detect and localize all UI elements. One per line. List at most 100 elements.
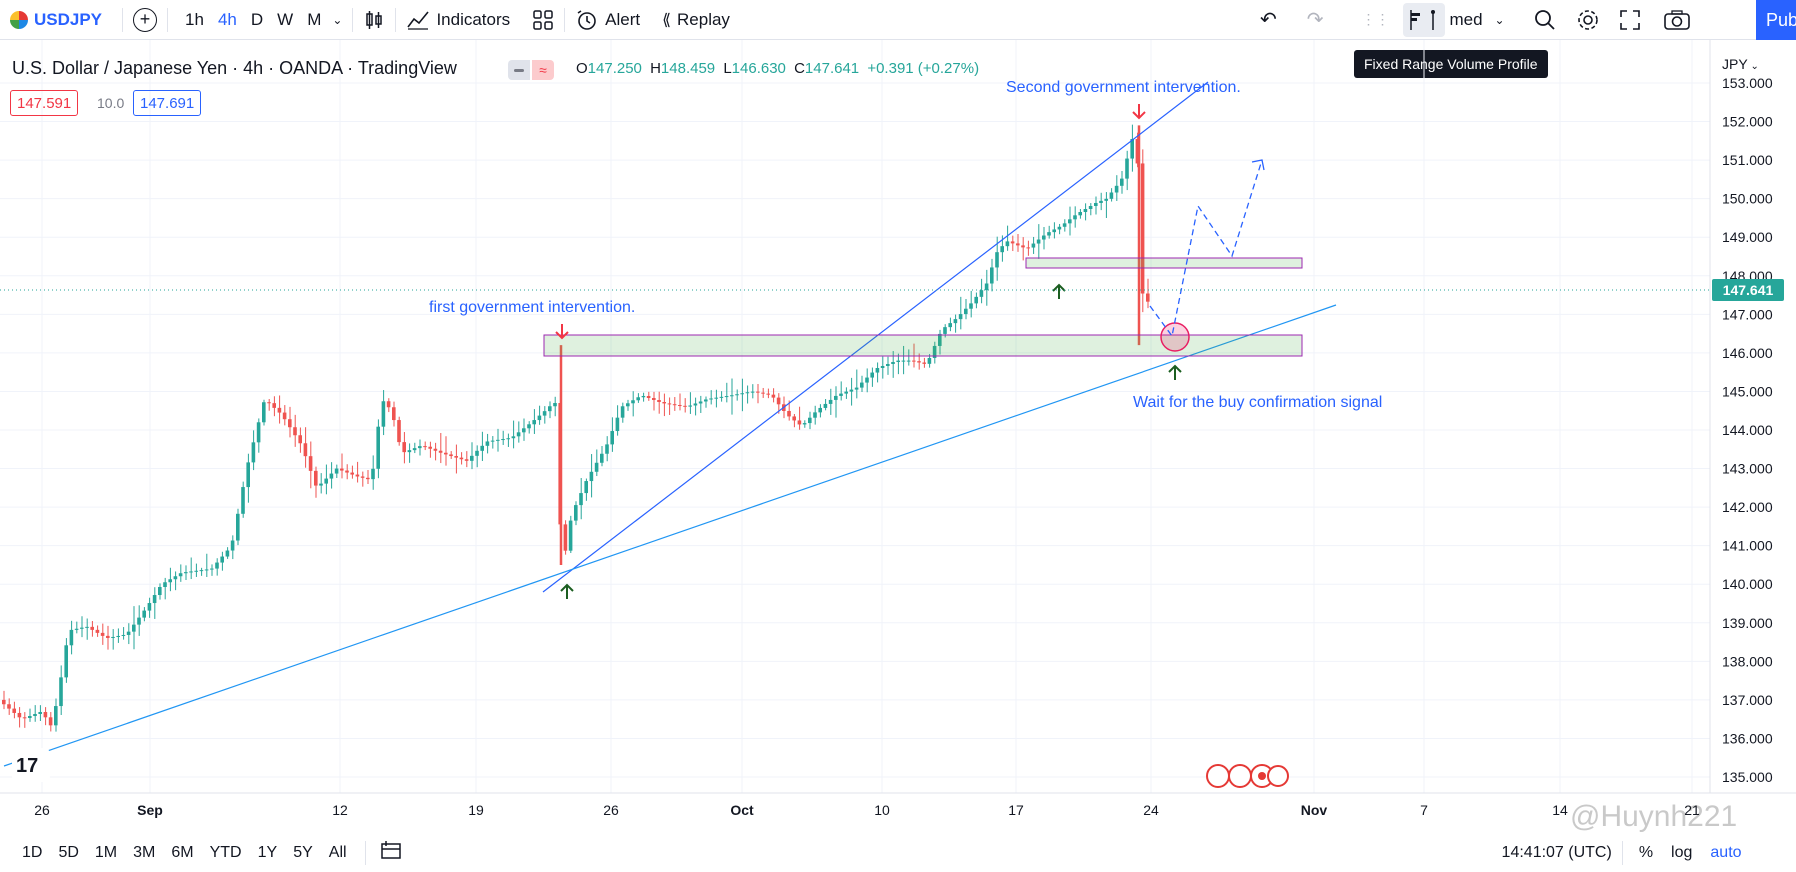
replay-button[interactable]: ⟪ Replay <box>662 0 730 40</box>
range-5d[interactable]: 5D <box>58 843 79 861</box>
price-tick-label: 147.000 <box>1722 306 1773 322</box>
candle-body <box>475 450 479 456</box>
symbol-search[interactable]: USDJPY <box>10 0 102 40</box>
timeframe-w[interactable]: W <box>277 9 294 29</box>
search-button[interactable] <box>1533 0 1557 40</box>
candle-body <box>28 716 32 719</box>
support-zone[interactable] <box>543 334 1303 357</box>
range-1y[interactable]: 1Y <box>257 843 278 861</box>
event-icon[interactable] <box>1267 765 1289 787</box>
redo-button[interactable]: ↷ <box>1307 0 1324 40</box>
price-axis[interactable]: 135.000 136.000 137.000 138.000 139.000 140.0… <box>1709 40 1796 793</box>
publish-button[interactable]: Publish <box>1756 0 1796 40</box>
timeframe-4h[interactable]: 4h <box>217 9 237 29</box>
time-tick-label: 26 <box>34 802 50 818</box>
candle-body <box>1036 239 1041 244</box>
price-tick-label: 149.000 <box>1722 229 1773 245</box>
candle-body <box>449 454 453 457</box>
alert-button[interactable]: Alert <box>575 0 640 40</box>
layout-name[interactable]: med ⌄ <box>1449 0 1504 40</box>
spread-value: 10.0 <box>97 95 125 111</box>
economic-events[interactable] <box>1206 764 1289 788</box>
chart-legend-title[interactable]: U.S. Dollar / Japanese Yen · 4h · OANDA … <box>12 58 457 78</box>
price-tick-label: 142.000 <box>1722 499 1773 515</box>
candle-body <box>797 420 802 425</box>
candle-body <box>1016 243 1020 246</box>
candle-body <box>12 708 16 713</box>
projection-path[interactable] <box>1149 159 1263 338</box>
upper-trendline[interactable] <box>542 81 1209 593</box>
candles-icon <box>366 10 383 29</box>
price-chart[interactable]: first government intervention. Second go… <box>0 40 1796 833</box>
auto-toggle[interactable]: auto <box>1710 843 1742 861</box>
range-5y[interactable]: 5Y <box>293 843 313 861</box>
layouts-button[interactable] <box>532 0 554 40</box>
timeframe-m[interactable]: M <box>307 9 322 29</box>
buy-circle[interactable] <box>1160 322 1190 352</box>
range-1d[interactable]: 1D <box>22 843 43 861</box>
timeframe-d[interactable]: D <box>250 9 264 29</box>
candles <box>2 124 1150 732</box>
lower-trendline[interactable] <box>3 304 1337 767</box>
resistance-zone[interactable] <box>1025 257 1303 269</box>
us-flag-icon[interactable] <box>1206 764 1230 788</box>
candle-body <box>719 396 724 398</box>
chart-type-button[interactable] <box>363 0 385 40</box>
candle-body <box>438 450 443 453</box>
utc-clock[interactable]: 14:41:07 (UTC) <box>1501 843 1612 861</box>
time-axis[interactable]: 26 Sep 12 19 26 Oct 10 17 24 Nov 7 14 21 <box>0 792 1796 833</box>
candle-body <box>17 712 22 718</box>
candle-body <box>948 323 952 328</box>
candle-body <box>537 415 542 421</box>
candle-body <box>1125 158 1129 179</box>
legend-toggle[interactable]: ≈ <box>508 60 556 80</box>
range-ytd[interactable]: YTD <box>209 843 242 861</box>
candle-body <box>1099 200 1103 203</box>
volume-profile-button[interactable] <box>1403 2 1446 37</box>
candle-body <box>932 345 937 358</box>
candle-body <box>527 424 531 429</box>
time-tick-label: 19 <box>468 802 484 818</box>
us-flag-icon[interactable] <box>1228 764 1252 788</box>
ask-button[interactable]: 147.691 <box>133 90 202 116</box>
range-1m[interactable]: 1M <box>94 843 118 861</box>
second-intervention-note[interactable]: Second government intervention. <box>1006 79 1241 96</box>
tooltip: Fixed Range Volume Profile <box>1354 50 1548 78</box>
candle-body <box>397 420 401 443</box>
snapshot-button[interactable] <box>1663 0 1691 40</box>
time-tick-label: 24 <box>1143 802 1159 818</box>
fullscreen-button[interactable] <box>1619 0 1641 40</box>
range-3m[interactable]: 3M <box>133 843 156 861</box>
timeframe-1h[interactable]: 1h <box>185 9 204 29</box>
candle-body <box>142 610 146 618</box>
first-intervention-note[interactable]: first government intervention. <box>429 299 635 316</box>
settings-button[interactable] <box>1575 0 1601 40</box>
candle-body <box>324 478 328 484</box>
indicators-button[interactable]: Indicators <box>406 0 510 40</box>
candle-body <box>199 570 204 572</box>
goto-date-button[interactable] <box>380 840 402 865</box>
candle-body <box>906 360 911 362</box>
drag-handle[interactable]: ⋮⋮ <box>1361 0 1389 40</box>
candle-body <box>48 717 53 726</box>
undo-button[interactable]: ↶ <box>1260 0 1277 40</box>
candle-body <box>1000 246 1004 253</box>
candle-body <box>886 363 890 366</box>
wait-signal-note[interactable]: Wait for the buy confirmation signal <box>1133 394 1382 411</box>
candle-body <box>698 401 703 404</box>
range-all[interactable]: All <box>328 843 347 861</box>
candle-body <box>761 392 765 394</box>
candle-body <box>724 396 729 398</box>
currency-selector[interactable]: JPY ⌄ <box>1722 56 1759 72</box>
range-6m[interactable]: 6M <box>171 843 194 861</box>
log-toggle[interactable]: log <box>1671 843 1693 861</box>
drawings[interactable]: first government intervention. Second go… <box>3 79 1382 767</box>
tradingview-logo-icon[interactable]: 17 <box>12 748 50 782</box>
percent-toggle[interactable]: % <box>1638 843 1654 861</box>
candle-body <box>620 406 625 418</box>
timeframe-dropdown[interactable]: ⌄ <box>332 0 342 40</box>
rewind-icon: ⟪ <box>662 11 672 29</box>
compare-button[interactable]: + <box>133 0 158 40</box>
bid-button[interactable]: 147.591 <box>10 90 79 116</box>
candle-body <box>574 505 578 521</box>
